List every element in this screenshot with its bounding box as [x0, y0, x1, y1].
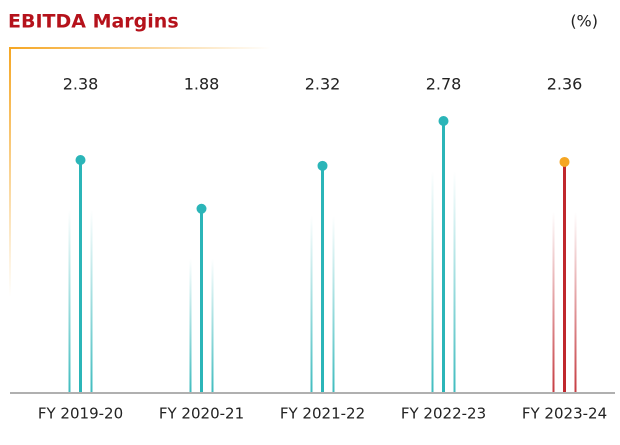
chart-title: EBITDA Margins — [8, 11, 179, 33]
value-label: 2.38 — [63, 75, 99, 94]
value-label: 1.88 — [184, 75, 220, 94]
dot — [438, 116, 449, 126]
stem-glow — [68, 209, 71, 392]
stem-glow — [453, 171, 456, 392]
stem-glow — [552, 211, 555, 392]
dot — [196, 203, 207, 214]
stem-glow — [90, 209, 93, 392]
stem-glow — [332, 215, 335, 392]
dot — [317, 160, 328, 171]
corner-accent — [9, 47, 271, 49]
stem-glow — [310, 215, 313, 392]
dot — [559, 156, 570, 167]
value-label: 2.32 — [305, 75, 341, 94]
x-tick-label: FY 2023-24 — [522, 405, 607, 423]
stem-glow — [431, 171, 434, 392]
value-label: 2.36 — [547, 75, 583, 94]
stem-glow — [211, 258, 214, 392]
x-tick-label: FY 2022-23 — [401, 405, 486, 423]
stem-glow — [574, 211, 577, 392]
stem-glow — [189, 258, 192, 392]
x-tick-label: FY 2020-21 — [159, 405, 244, 423]
corner-accent — [9, 47, 11, 297]
value-label: 2.78 — [426, 75, 462, 94]
unit-label: (%) — [570, 12, 598, 31]
x-tick-label: FY 2019-20 — [38, 405, 123, 423]
x-tick-label: FY 2021-22 — [280, 405, 365, 423]
dot — [75, 154, 86, 165]
